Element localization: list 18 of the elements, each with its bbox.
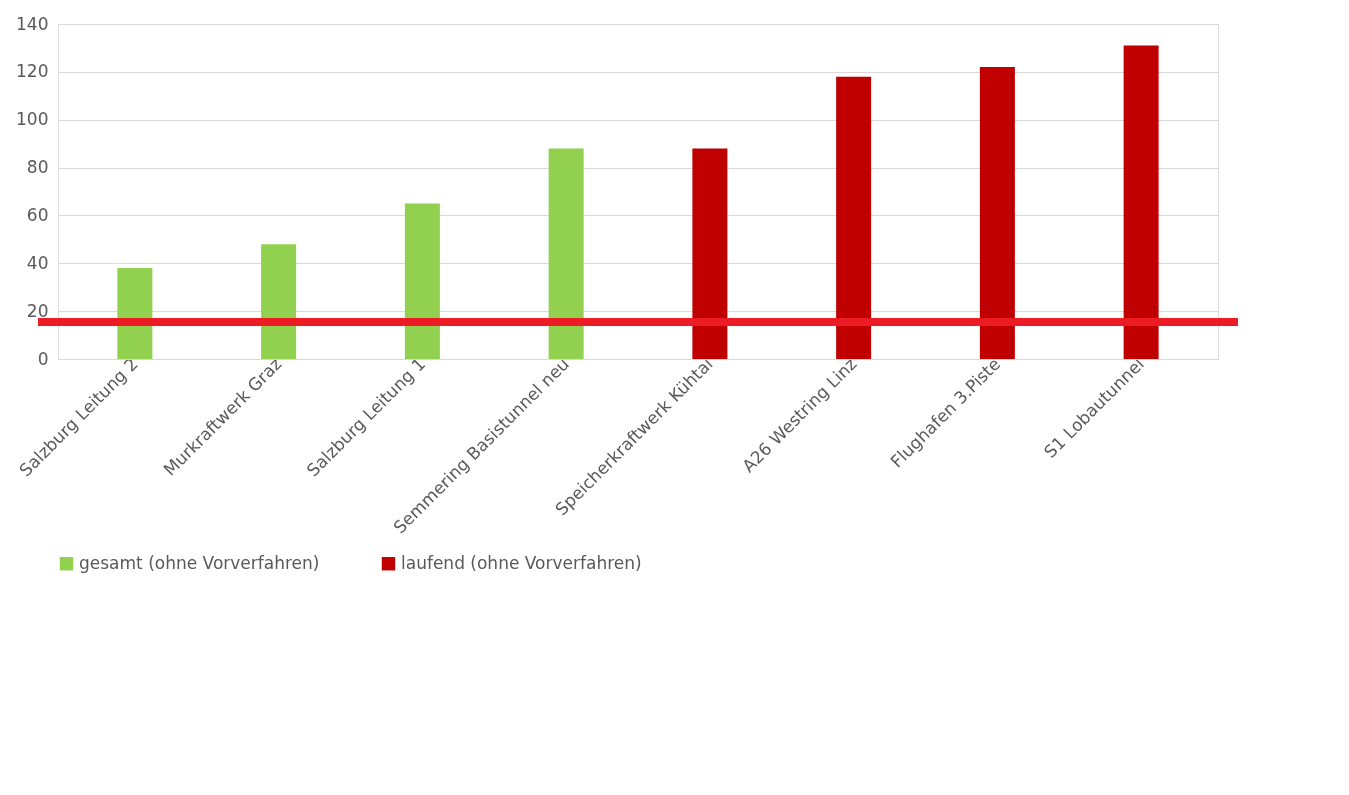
bar [117, 268, 153, 359]
y-tick-label: 140 [16, 13, 49, 34]
legend-label: gesamt (ohne Vorverfahren) [79, 552, 320, 573]
y-tick-label: 120 [16, 61, 49, 82]
bar [548, 148, 584, 359]
bar [692, 148, 728, 359]
y-tick-label: 40 [26, 252, 49, 273]
legend-label: laufend (ohne Vorverfahren) [401, 552, 642, 573]
bar [1123, 45, 1159, 359]
bar [404, 203, 440, 359]
bar [261, 244, 297, 359]
bar [979, 67, 1015, 359]
y-tick-label: 80 [26, 157, 49, 178]
y-tick-label: 60 [26, 204, 49, 225]
y-tick-label: 100 [16, 109, 49, 130]
y-tick-label: 0 [37, 348, 49, 369]
bar [836, 76, 872, 359]
y-tick-label: 20 [26, 300, 49, 321]
